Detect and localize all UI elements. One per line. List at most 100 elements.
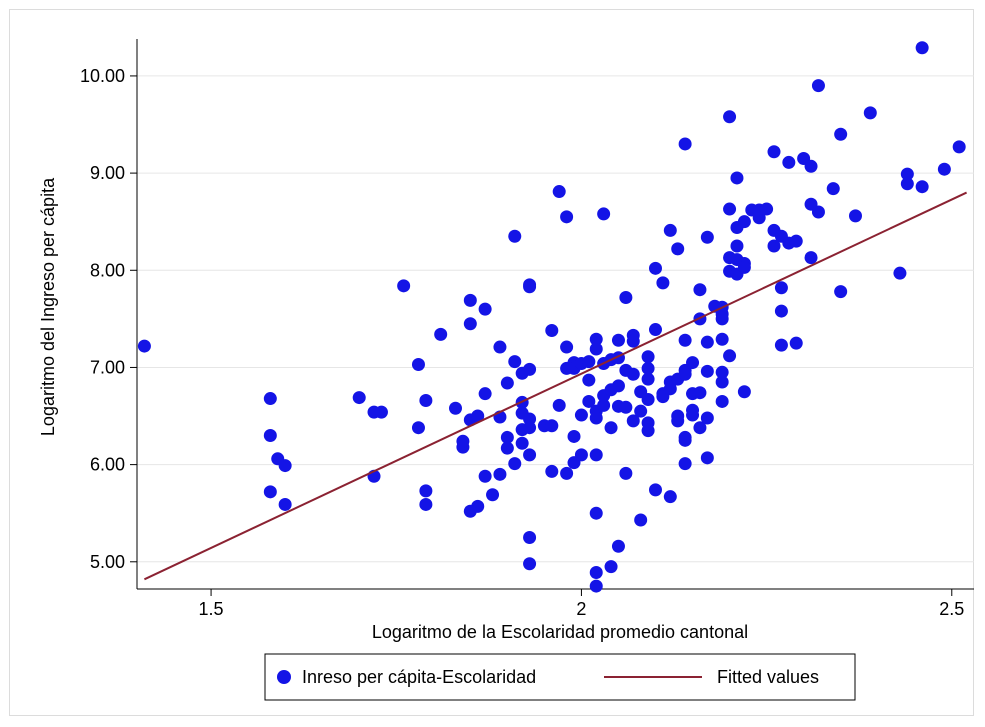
data-point <box>619 290 633 304</box>
data-point <box>500 376 514 390</box>
x-tick-label: 2 <box>576 599 586 619</box>
data-point <box>915 41 929 55</box>
data-point <box>374 405 388 419</box>
data-point <box>848 209 862 223</box>
data-point <box>523 557 537 571</box>
data-point <box>604 560 618 574</box>
data-point <box>700 411 714 425</box>
data-point <box>678 137 692 151</box>
y-axis-title: Logaritmo del Ingreso per cápita <box>38 177 58 436</box>
data-point <box>915 180 929 194</box>
data-point <box>700 335 714 349</box>
data-point <box>419 484 433 498</box>
fitted-line-group <box>143 191 968 581</box>
data-point <box>478 469 492 483</box>
data-point <box>545 464 559 478</box>
data-point <box>715 332 729 346</box>
data-point <box>626 367 640 381</box>
data-point <box>411 358 425 372</box>
y-tick-label: 8.00 <box>90 260 125 280</box>
data-point <box>767 239 781 253</box>
data-point <box>523 362 537 376</box>
data-point <box>589 565 603 579</box>
data-point <box>619 466 633 480</box>
data-point <box>582 394 596 408</box>
data-point <box>648 483 662 497</box>
legend-label-fitted: Fitted values <box>717 667 819 687</box>
data-point <box>737 385 751 399</box>
data-point <box>723 110 737 124</box>
data-point <box>552 398 566 412</box>
legend-box <box>264 653 856 701</box>
data-point <box>641 350 655 364</box>
data-point <box>419 497 433 511</box>
data-point <box>767 145 781 159</box>
data-point <box>774 338 788 352</box>
data-point <box>278 459 292 473</box>
data-point <box>641 393 655 407</box>
y-tick-label: 7.00 <box>90 357 125 377</box>
data-point <box>478 302 492 316</box>
data-point <box>611 333 625 347</box>
legend-label-scatter: Inreso per cápita-Escolaridad <box>302 667 536 687</box>
data-point <box>656 276 670 290</box>
data-point <box>789 336 803 350</box>
data-point <box>508 355 522 369</box>
data-point <box>671 242 685 256</box>
data-point <box>463 293 477 307</box>
data-point <box>671 409 685 423</box>
data-point <box>560 210 574 224</box>
data-point <box>463 317 477 331</box>
data-point <box>434 327 448 341</box>
data-point <box>737 215 751 229</box>
data-point <box>834 127 848 141</box>
data-point <box>626 334 640 348</box>
data-point <box>523 278 537 292</box>
data-point <box>582 355 596 369</box>
data-point <box>678 430 692 444</box>
data-point <box>545 419 559 433</box>
data-point <box>611 539 625 553</box>
data-point <box>723 349 737 363</box>
data-point <box>693 386 707 400</box>
data-point <box>597 398 611 412</box>
data-point <box>352 391 366 405</box>
data-point <box>715 394 729 408</box>
data-point <box>737 260 751 274</box>
data-point <box>663 223 677 237</box>
data-point <box>463 504 477 518</box>
data-point <box>493 340 507 354</box>
data-point <box>634 513 648 527</box>
data-point <box>567 429 581 443</box>
data-point <box>715 365 729 379</box>
legend-marker-scatter <box>277 670 291 684</box>
data-point <box>589 579 603 593</box>
data-point <box>419 393 433 407</box>
data-point <box>582 373 596 387</box>
data-point <box>552 185 566 199</box>
data-point <box>263 392 277 406</box>
scatter-points <box>137 41 966 593</box>
data-point <box>811 205 825 219</box>
data-point <box>500 430 514 444</box>
data-point <box>493 467 507 481</box>
data-point <box>723 202 737 216</box>
data-point <box>826 182 840 196</box>
data-point <box>523 530 537 544</box>
y-tick-label: 5.00 <box>90 552 125 572</box>
data-point <box>900 177 914 191</box>
data-point <box>515 436 529 450</box>
legend: Inreso per cápita-Escolaridad Fitted val… <box>264 653 856 701</box>
data-point <box>589 342 603 356</box>
y-tick-label: 6.00 <box>90 455 125 475</box>
data-point <box>641 361 655 375</box>
data-point <box>263 428 277 442</box>
data-point <box>700 364 714 378</box>
data-point <box>937 162 951 176</box>
data-point <box>730 239 744 253</box>
data-point <box>648 323 662 337</box>
data-point <box>715 312 729 326</box>
data-point <box>545 324 559 338</box>
data-point <box>641 372 655 386</box>
